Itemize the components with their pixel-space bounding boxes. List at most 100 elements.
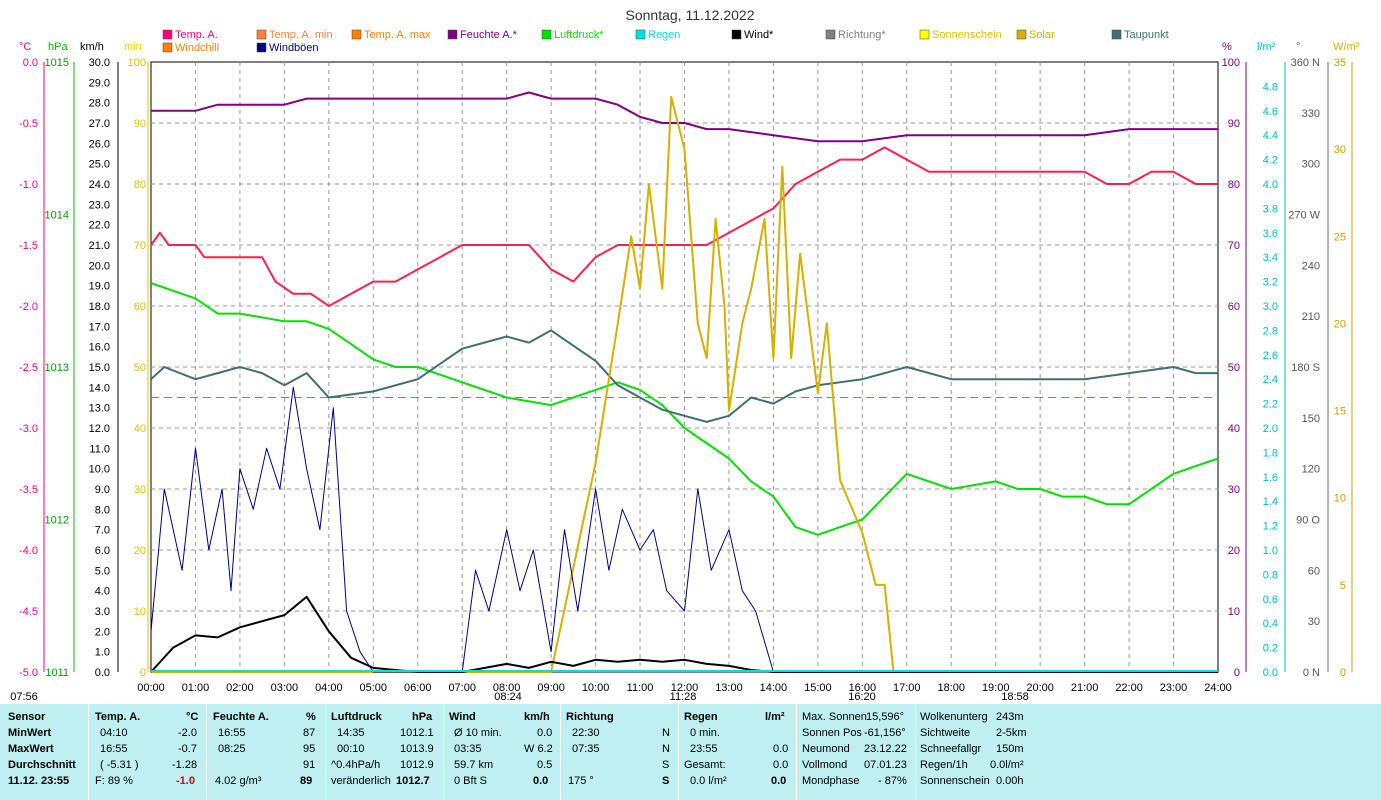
tick-label-rain: 4.0: [1263, 179, 1278, 191]
rain-current: 0.0: [771, 775, 787, 787]
wind-avg2: 0.5: [537, 759, 553, 771]
tick-label-humidity: 80: [1228, 179, 1240, 191]
hum-abs: 4.02 g/m³: [215, 775, 262, 787]
tick-label-temp: -0.5: [19, 118, 38, 130]
tick-label-humidity: 30: [1228, 484, 1240, 496]
legend-label: Temp. A. max: [364, 29, 431, 41]
legend-label: Regen: [648, 29, 680, 41]
tick-label-wind: 24.0: [89, 179, 110, 191]
wind-avg-value: 0.0: [537, 727, 553, 739]
hum-max-value: 95: [303, 743, 316, 755]
tick-label-time: 04:00: [315, 682, 343, 694]
dir-header: Richtung: [566, 711, 614, 723]
hum-min-value: 87: [303, 727, 316, 739]
tick-label-rain: 3.8: [1263, 203, 1278, 215]
tick-label-time: 20:00: [1026, 682, 1054, 694]
tick-label-solar: 10: [1334, 493, 1346, 505]
tick-label-wind: 20.0: [89, 260, 110, 272]
temp-unit: °C: [186, 711, 199, 723]
rain-header: Regen: [684, 711, 718, 723]
tick-label-pressure: 1015: [45, 57, 69, 69]
tick-label-temp: -3.5: [19, 484, 38, 496]
tick-label-time: 06:00: [404, 682, 432, 694]
tick-label-direction: 150: [1302, 413, 1320, 425]
tick-label-rain: 4.6: [1263, 106, 1278, 118]
tick-label-temp: -2.0: [19, 301, 38, 313]
summary-panel: Sensor MinWert MaxWert Durchschnitt 11.1…: [0, 704, 1381, 800]
tick-label-time: 23:00: [1160, 682, 1188, 694]
temp-min-time: 04:10: [100, 727, 128, 739]
legend-swatch: [731, 29, 742, 40]
tick-label-rain: 1.6: [1263, 472, 1278, 484]
hum-avg-value: 91: [303, 759, 316, 771]
tick-label-wind: 18.0: [89, 301, 110, 313]
legend-swatch: [256, 29, 267, 40]
tick-label-solar: 20: [1334, 318, 1346, 330]
tick-label-temp: -1.0: [19, 179, 38, 191]
tick-label-time: 17:00: [893, 682, 921, 694]
row-current-label: 11.12. 23:55: [8, 775, 70, 787]
rain-total-label: Gesamt:: [684, 759, 726, 771]
tick-label-wind: 7.0: [95, 525, 110, 537]
tick-label-rain: 4.2: [1263, 155, 1278, 167]
tick-label-wind: 14.0: [89, 382, 110, 394]
tick-label-time: 18:00: [937, 682, 965, 694]
tick-label-humidity: 20: [1228, 545, 1240, 557]
tick-label-time: 13:00: [715, 682, 743, 694]
tick-label-time: 12:00: [671, 682, 699, 694]
hum-current: 89: [300, 775, 313, 787]
legend-swatch: [635, 29, 646, 40]
tick-label-wind: 1.0: [95, 647, 110, 659]
series-line: [150, 329, 1218, 423]
press-current: 1012.7: [396, 775, 430, 787]
tick-label-direction: 300: [1302, 159, 1320, 171]
tick-label-time: 22:00: [1115, 682, 1143, 694]
tick-label-wind: 21.0: [89, 240, 110, 252]
hum-min-time: 16:55: [218, 727, 246, 739]
misc-visibility-value: 2-5km: [996, 727, 1027, 739]
tick-label-time: 07:00: [448, 682, 476, 694]
temp-header: Temp. A.: [95, 711, 141, 723]
unit-pressure: hPa: [48, 41, 68, 53]
row-min-label: MinWert: [8, 727, 52, 739]
tick-label-humidity: 40: [1228, 423, 1240, 435]
tick-label-rain: 4.4: [1263, 130, 1278, 142]
row-avg-label: Durchschnitt: [8, 759, 76, 771]
tick-label-rain: 1.2: [1263, 521, 1278, 533]
dir-current: S: [662, 775, 670, 787]
tick-label-time: 08:00: [493, 682, 521, 694]
dir-max-value: N: [662, 743, 670, 755]
tick-label-direction: 120: [1302, 464, 1320, 476]
tick-label-wind: 12.0: [89, 423, 110, 435]
legend-label: Luftdruck*: [554, 29, 604, 41]
tick-label-wind: 28.0: [89, 98, 110, 110]
tick-label-wind: 25.0: [89, 159, 110, 171]
tick-label-rain: 0.8: [1263, 569, 1278, 581]
astro-newmoon-label: Neumond: [802, 743, 850, 755]
tick-label-direction: 30: [1308, 616, 1320, 628]
tick-label-wind: 22.0: [89, 220, 110, 232]
weather-chart: Sonntag, 11.12.2022 Temp. A. Temp. A. min…: [10, 7, 1359, 703]
tick-label-wind: 17.0: [89, 321, 110, 333]
rain-total-value: 0.0: [773, 759, 789, 771]
tick-label-rain: 1.4: [1263, 496, 1278, 508]
unit-wind: km/h: [80, 41, 104, 53]
tick-label-wind: 2.0: [95, 626, 110, 638]
wind-unit: km/h: [524, 711, 550, 723]
legend-swatch: [1111, 29, 1122, 40]
rain-duration: 0 min.: [690, 727, 720, 739]
temp-feel: F: 89 %: [95, 775, 133, 787]
tick-label-time: 11:00: [627, 682, 654, 694]
hum-max-time: 08:25: [218, 743, 246, 755]
sun-time-label: 18:58: [1001, 691, 1029, 703]
tick-label-wind: 6.0: [95, 545, 110, 557]
tick-label-time: 01:00: [182, 682, 210, 694]
rain-unit: l/m²: [765, 711, 785, 723]
tick-label-rain: 0.2: [1263, 643, 1278, 655]
astro-max-sun-label: Max. Sonnen: [802, 711, 867, 723]
tick-label-wind: 15.0: [89, 362, 110, 374]
tick-label-humidity: 100: [1222, 57, 1240, 69]
tick-label-wind: 10.0: [89, 464, 110, 476]
dir-min-time: 22:30: [572, 727, 600, 739]
tick-label-wind: 26.0: [89, 138, 110, 150]
